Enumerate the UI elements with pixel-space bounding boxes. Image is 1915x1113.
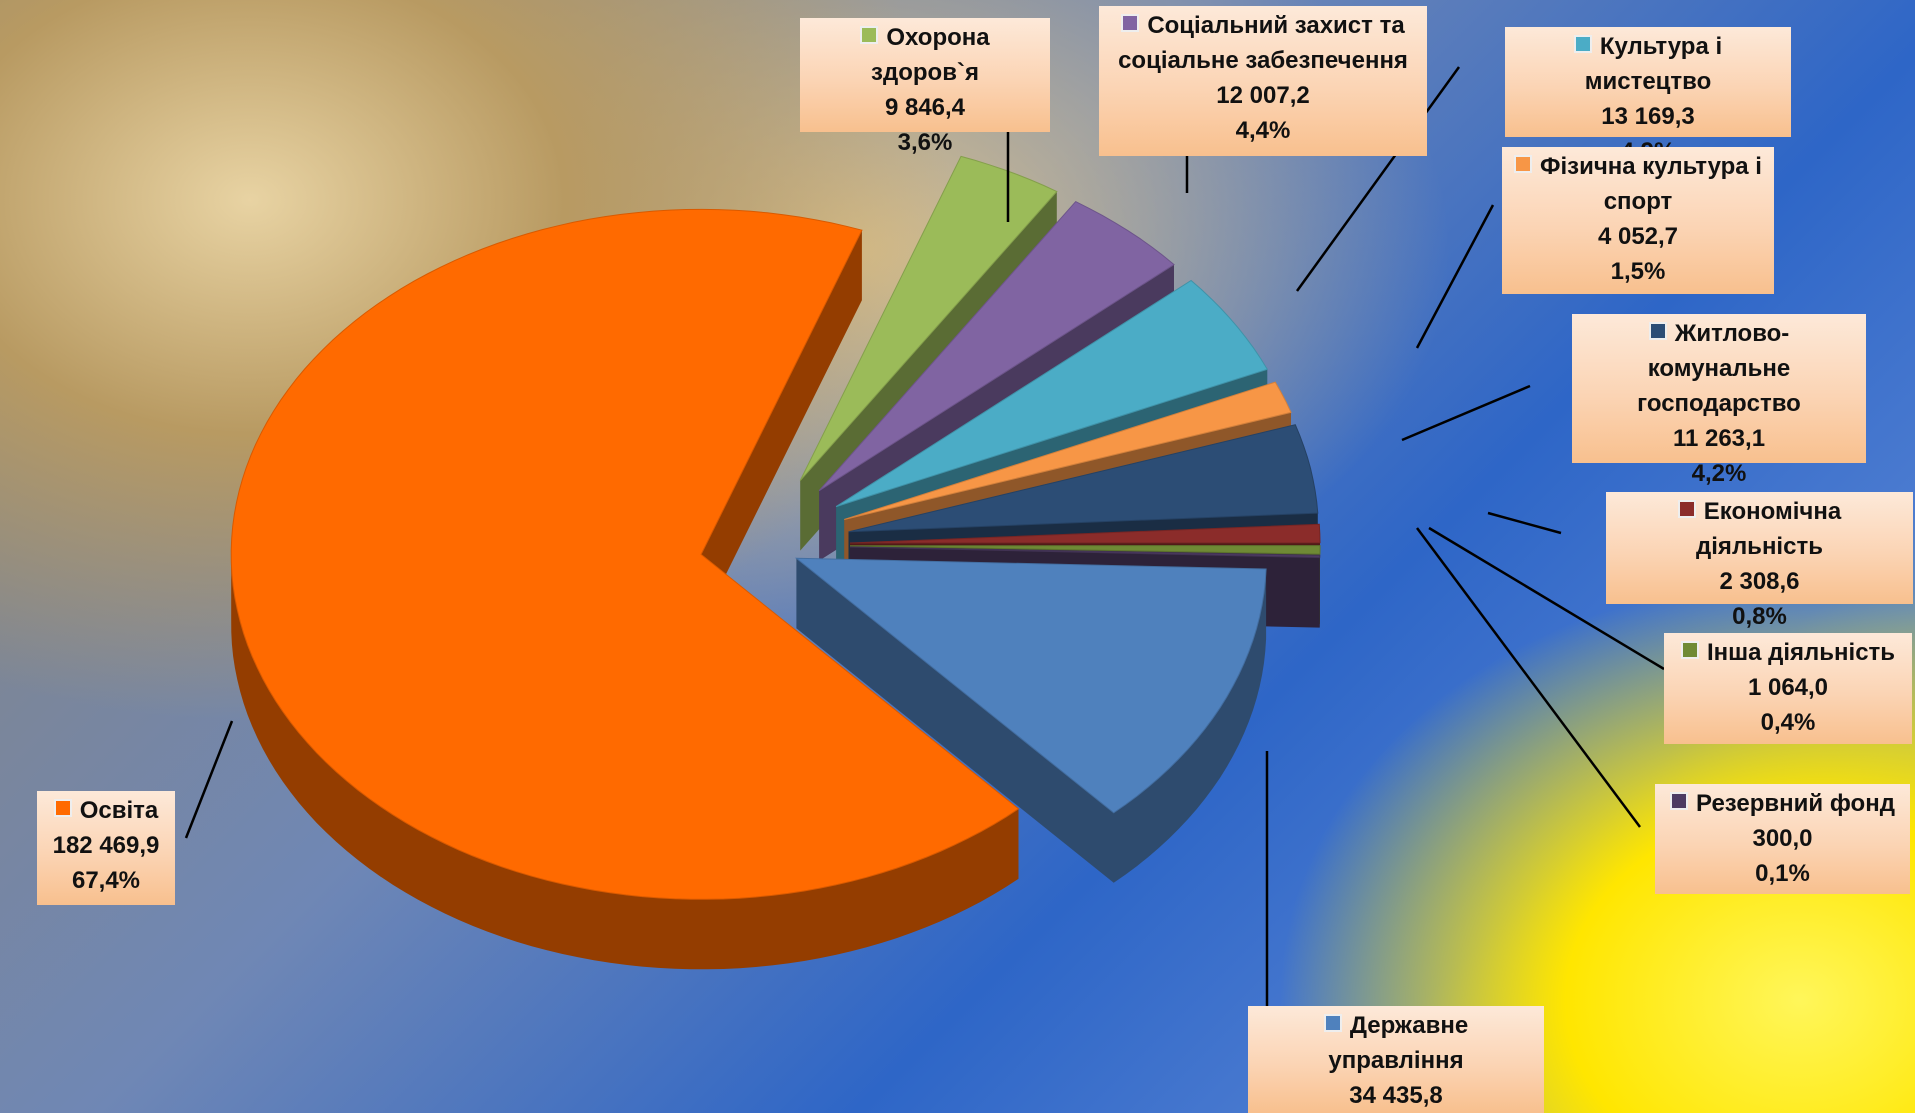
share-label: 67,4% [71, 867, 141, 894]
value-label: 2 308,6 [1719, 568, 1800, 595]
leader-line [1415, 527, 1642, 828]
legend-key [1648, 322, 1667, 340]
share-label: 3,6% [897, 129, 953, 156]
slice [818, 200, 1175, 492]
legend-key [1680, 641, 1699, 659]
leader-line [1401, 384, 1531, 442]
slice [848, 424, 1319, 533]
category-label: Фізична культура і спорт [1540, 153, 1762, 215]
category-label: Культура і мистецтво [1584, 33, 1723, 95]
slice [835, 279, 1269, 508]
value-label: 11 263,1 [1672, 425, 1766, 452]
category-label: Державне управління [1328, 1012, 1469, 1074]
value-label: 34 435,8 [1349, 1082, 1443, 1109]
value-label: 4 052,7 [1597, 223, 1679, 250]
data-label: Охорона здоров`я 9 846,4 3,6% [800, 18, 1050, 156]
value-label: 12 007,2 [1216, 82, 1310, 109]
category-label: Охорона здоров`я [871, 24, 990, 86]
leader-line [1415, 204, 1495, 349]
slice [799, 155, 1058, 481]
slice [849, 545, 1321, 555]
leader-line [1487, 511, 1562, 535]
data-label: Соціальний захист та соціальне забезпече… [1099, 6, 1427, 156]
data-label: Фізична культура і спорт 4 052,7 1,5% [1502, 147, 1774, 294]
category-label: Соціальний захист та соціальне забезпече… [1118, 12, 1408, 74]
share-label: 0,4% [1760, 709, 1816, 736]
share-label: 4,4% [1235, 117, 1291, 144]
slice [849, 523, 1321, 544]
slice [844, 381, 1292, 520]
category-label: Житлово-комунальне господарство [1637, 320, 1801, 417]
legend-key [1573, 35, 1592, 53]
slice [849, 546, 1321, 559]
value-label: 13 169,3 [1601, 103, 1695, 130]
legend-key [53, 799, 72, 817]
data-label: Освіта 182 469,9 67,4% [37, 791, 175, 905]
value-label: 1 064,0 [1747, 674, 1829, 701]
legend-key [1323, 1014, 1342, 1032]
data-label: Резервний фонд 300,0 0,1% [1655, 784, 1910, 894]
leader-line [1295, 66, 1461, 292]
slice [794, 557, 1267, 814]
slice [230, 208, 1020, 900]
share-label: 0,1% [1755, 860, 1810, 887]
leader-line [1428, 526, 1665, 671]
legend-key [1670, 792, 1689, 810]
legend-key [860, 26, 879, 44]
value-label: 9 846,4 [884, 94, 966, 121]
category-label: Економічна діяльність [1696, 498, 1842, 560]
data-label: Економічна діяльність 2 308,6 0,8% [1606, 492, 1913, 630]
data-label: Житлово-комунальне господарство 11 263,1 4… [1572, 314, 1866, 487]
legend-key [1677, 500, 1696, 518]
share-label: 0,8% [1732, 603, 1787, 630]
value-label: 300,0 [1752, 825, 1813, 852]
data-label: Інша діяльність 1 064,0 0,4% [1664, 633, 1912, 744]
value-label: 182 469,9 [52, 832, 160, 859]
legend-key [1121, 14, 1140, 32]
share-label: 4,2% [1691, 460, 1747, 487]
share-label: 1,5% [1610, 258, 1666, 285]
legend-key [1514, 155, 1533, 173]
category-label: Резервний фонд [1696, 790, 1895, 817]
leader-line [184, 720, 234, 839]
category-label: Освіта [79, 797, 159, 824]
category-label: Інша діяльність [1706, 639, 1896, 666]
